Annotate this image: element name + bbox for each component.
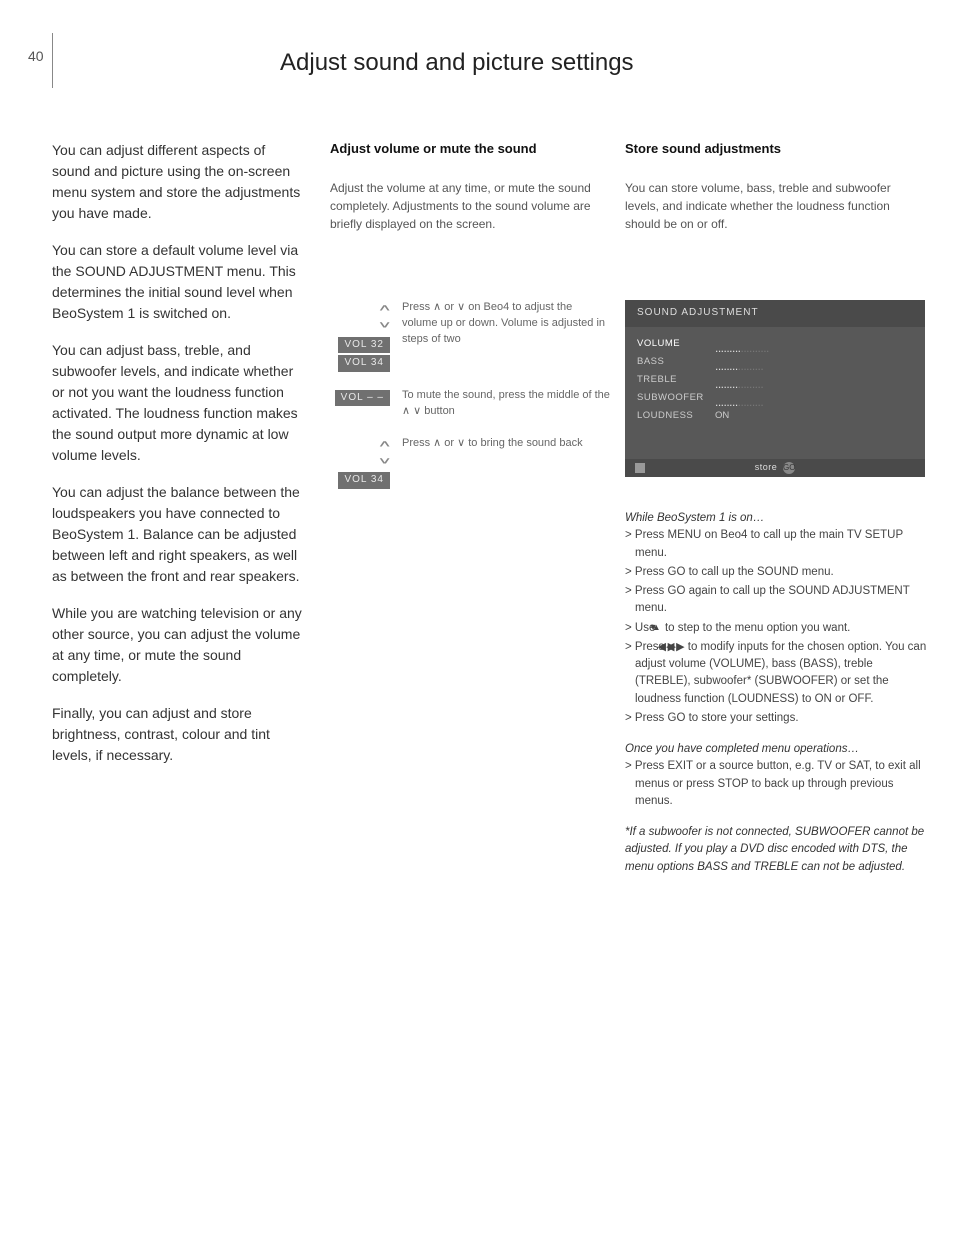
remote-keys-1: ∧ ∨ VOL 32 VOL 34	[330, 300, 402, 372]
remote-desc-1: Press ∧ or ∨ on Beo4 to adjust the volum…	[402, 300, 610, 348]
panel-body: VOLUME ................... BASS ........…	[625, 327, 925, 477]
slider-bass: .................	[715, 360, 805, 364]
instr-step-1: > Press MENU on Beo4 to call up the main…	[625, 527, 930, 562]
vol-chip-34a: VOL 34	[338, 355, 390, 372]
slider-subwoofer: .................	[715, 396, 805, 400]
slider-empty: ..........	[741, 346, 769, 350]
vol-chip-34b: VOL 34	[338, 472, 390, 489]
panel-row-volume: VOLUME ...................	[637, 335, 913, 353]
intro-p2: You can store a default volume level via…	[52, 240, 302, 324]
spacer	[330, 378, 610, 388]
right-lead: You can store volume, bass, treble and s…	[625, 179, 925, 233]
vol-chip-mute: VOL – –	[335, 390, 390, 407]
chevron-down-icon: ∨	[378, 320, 393, 329]
panel-row-loudness: LOUDNESS ON	[637, 407, 913, 425]
panel-row-bass: BASS .................	[637, 353, 913, 371]
slider-treble: .................	[715, 378, 805, 382]
mid-column: Adjust volume or mute the sound Adjust t…	[330, 140, 600, 233]
instr-block-2: Once you have completed menu operations……	[625, 741, 930, 810]
panel-row-subwoofer: SUBWOOFER .................	[637, 389, 913, 407]
intro-p4: You can adjust the balance between the l…	[52, 482, 302, 587]
intro-p1: You can adjust different aspects of soun…	[52, 140, 302, 224]
panel-value-loudness: ON	[715, 409, 729, 423]
panel-title: SOUND ADJUSTMENT	[625, 300, 925, 327]
right-heading: Store sound adjustments	[625, 140, 925, 159]
instr-step-5: > Press ◀◀ ▶▶ to modify inputs for the c…	[625, 639, 930, 708]
instr-step-7: > Press EXIT or a source button, e.g. TV…	[625, 758, 930, 810]
instr-step-3: > Press GO again to call up the SOUND AD…	[625, 583, 930, 618]
chevron-up-icon: ∧	[378, 439, 393, 448]
remote-row-2: VOL – – To mute the sound, press the mid…	[330, 388, 610, 420]
panel-label-bass: BASS	[637, 355, 715, 369]
forward-icon: ▶▶	[678, 642, 685, 653]
chevron-down-icon: ∨	[378, 456, 393, 465]
slider-empty: .........	[738, 400, 764, 404]
chevron-up-icon: ∧	[378, 303, 393, 312]
footer-square-icon	[635, 463, 645, 473]
footer-go-badge: GO	[783, 462, 795, 474]
remote-block: ∧ ∨ VOL 32 VOL 34 Press ∧ or ∨ on Beo4 t…	[330, 300, 610, 495]
panel-label-treble: TREBLE	[637, 373, 715, 387]
slider-filled: ........	[715, 382, 738, 386]
sound-adjustment-panel: SOUND ADJUSTMENT VOLUME ................…	[625, 300, 925, 477]
slider-volume: ...................	[715, 342, 805, 346]
instr-footnote: *If a subwoofer is not connected, SUBWOO…	[625, 824, 930, 876]
intro-p5: While you are watching television or any…	[52, 603, 302, 687]
instr-heading-2: Once you have completed menu operations…	[625, 741, 930, 758]
remote-desc-3: Press ∧ or ∨ to bring the sound back	[402, 436, 610, 452]
remote-row-1: ∧ ∨ VOL 32 VOL 34 Press ∧ or ∨ on Beo4 t…	[330, 300, 610, 372]
instr-step-4b: to step to the menu option you want.	[662, 622, 851, 634]
remote-keys-2: VOL – –	[330, 388, 402, 407]
instr-heading-1: While BeoSystem 1 is on…	[625, 510, 930, 527]
panel-footer: store GO	[625, 459, 925, 477]
header-rule	[52, 33, 53, 88]
slider-empty: .........	[738, 364, 764, 368]
footer-store-label: store	[755, 461, 778, 474]
page-number: 40	[28, 46, 44, 66]
instr-step-4: > Use ▼ ▲ to step to the menu option you…	[625, 620, 930, 637]
panel-row-treble: TREBLE .................	[637, 371, 913, 389]
panel-label-subwoofer: SUBWOOFER	[637, 391, 715, 405]
mid-heading: Adjust volume or mute the sound	[330, 140, 600, 159]
mid-lead: Adjust the volume at any time, or mute t…	[330, 179, 600, 233]
instr-step-2: > Press GO to call up the SOUND menu.	[625, 564, 930, 581]
remote-row-3: ∧ ∨ VOL 34 Press ∧ or ∨ to bring the sou…	[330, 436, 610, 489]
intro-p3: You can adjust bass, treble, and subwoof…	[52, 340, 302, 466]
panel-label-loudness: LOUDNESS	[637, 409, 715, 423]
panel-label-volume: VOLUME	[637, 337, 715, 351]
slider-empty: .........	[738, 382, 764, 386]
right-column: Store sound adjustments You can store vo…	[625, 140, 925, 233]
slider-filled: ........	[715, 364, 738, 368]
instr-block-1: While BeoSystem 1 is on… > Press MENU on…	[625, 510, 930, 727]
page-title: Adjust sound and picture settings	[280, 46, 634, 81]
instructions: While BeoSystem 1 is on… > Press MENU on…	[625, 510, 930, 876]
slider-filled: .........	[715, 346, 741, 350]
remote-keys-3: ∧ ∨ VOL 34	[330, 436, 402, 489]
slider-filled: ........	[715, 400, 738, 404]
remote-desc-2: To mute the sound, press the middle of t…	[402, 388, 610, 420]
instr-step-6: > Press GO to store your settings.	[625, 710, 930, 727]
spacer	[330, 426, 610, 436]
vol-chip-32: VOL 32	[338, 337, 390, 354]
intro-column: You can adjust different aspects of soun…	[52, 140, 302, 782]
intro-p6: Finally, you can adjust and store bright…	[52, 703, 302, 766]
